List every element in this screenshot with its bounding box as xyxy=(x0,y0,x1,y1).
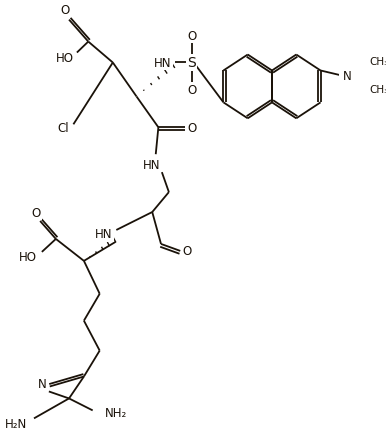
Text: NH₂: NH₂ xyxy=(105,406,127,419)
Text: CH₃: CH₃ xyxy=(370,85,386,95)
Text: HN: HN xyxy=(154,57,171,70)
Text: CH₃: CH₃ xyxy=(370,57,386,67)
Text: O: O xyxy=(187,30,196,43)
Text: HO: HO xyxy=(19,251,37,264)
Text: HN: HN xyxy=(95,228,113,241)
Text: N: N xyxy=(37,377,46,390)
Text: Cl: Cl xyxy=(57,121,69,134)
Text: S: S xyxy=(187,57,196,71)
Text: HO: HO xyxy=(56,52,74,65)
Text: O: O xyxy=(31,206,41,219)
Text: N: N xyxy=(342,70,351,83)
Text: O: O xyxy=(187,84,196,97)
Text: O: O xyxy=(60,4,69,17)
Text: HN: HN xyxy=(142,158,160,171)
Text: H₂N: H₂N xyxy=(5,417,27,430)
Text: O: O xyxy=(183,245,192,258)
Text: O: O xyxy=(187,121,196,134)
